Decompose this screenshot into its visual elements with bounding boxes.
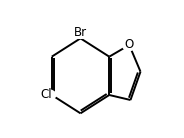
Text: O: O: [125, 39, 134, 51]
Text: Cl: Cl: [40, 88, 52, 102]
Ellipse shape: [68, 27, 93, 38]
Ellipse shape: [37, 89, 56, 100]
Ellipse shape: [122, 39, 136, 51]
Text: Br: Br: [74, 26, 87, 39]
